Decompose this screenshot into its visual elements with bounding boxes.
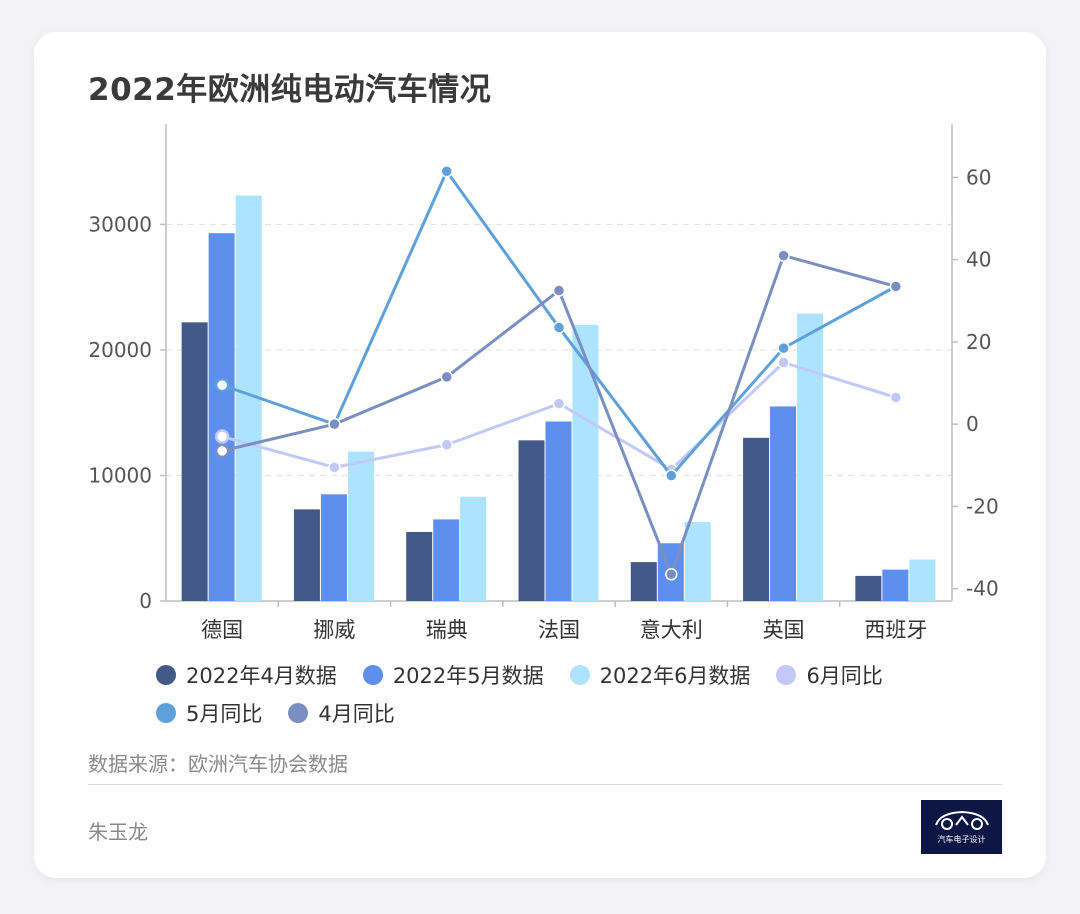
line-point — [889, 280, 903, 293]
category-label: 法国 — [538, 618, 580, 642]
line-point — [328, 461, 341, 474]
bar — [208, 233, 235, 602]
bar — [882, 569, 909, 601]
line-point — [440, 370, 453, 384]
legend-item[interactable]: 6月同比 — [776, 660, 883, 690]
bar — [320, 494, 347, 601]
legend-swatch — [569, 665, 590, 685]
left-tick-label: 0 — [139, 589, 152, 613]
legend-label: 4月同比 — [318, 702, 395, 726]
bar — [293, 509, 320, 601]
bar — [347, 451, 374, 601]
legend-swatch — [776, 665, 797, 685]
line-point — [777, 356, 790, 369]
bar — [433, 519, 460, 601]
legend-label: 6月同比 — [806, 664, 883, 688]
bar — [181, 322, 208, 601]
right-tick-label: 40 — [966, 248, 991, 272]
author: 朱玉龙 — [88, 820, 148, 844]
bar — [909, 559, 936, 601]
line-point — [889, 391, 903, 404]
line-point — [777, 249, 790, 262]
right-tick-label: 60 — [966, 165, 991, 189]
legend: 2022年4月数据 2022年5月数据 2022年6月数据 6月同比 5月同比 4月同比 — [156, 660, 1016, 728]
bar — [518, 440, 545, 601]
legend-swatch — [362, 665, 383, 685]
line-point — [440, 165, 453, 178]
left-tick-label: 20000 — [88, 338, 152, 362]
bar — [743, 437, 770, 601]
right-tick-label: 20 — [966, 330, 991, 354]
divider — [88, 784, 1002, 785]
legend-label: 5月同比 — [186, 702, 263, 726]
combo-chart: 0 10000 20000 30000 -40 -20 0 20 40 60 德国 挪威 瑞典 法国 意大利… — [88, 124, 999, 642]
data-source: 数据来源：欧洲汽车协会数据 — [88, 752, 348, 776]
bar — [855, 575, 882, 601]
line-point — [552, 321, 566, 334]
legend-item[interactable]: 2022年6月数据 — [569, 660, 751, 690]
legend-label: 2022年4月数据 — [186, 664, 337, 688]
legend-label: 2022年6月数据 — [599, 664, 751, 688]
legend-item[interactable]: 4月同比 — [288, 698, 395, 728]
legend-item[interactable]: 2022年5月数据 — [362, 660, 544, 690]
legend-item[interactable]: 2022年4月数据 — [156, 660, 337, 690]
line-point — [552, 397, 566, 410]
brand-logo: 汽车电子设计 — [921, 800, 1002, 854]
category-label: 意大利 — [640, 618, 703, 642]
bar — [545, 421, 572, 601]
bar — [684, 521, 711, 601]
bar — [572, 324, 599, 601]
line-point — [440, 438, 453, 451]
left-tick-label: 30000 — [88, 212, 152, 236]
bar — [797, 313, 824, 601]
category-label: 德国 — [201, 618, 243, 642]
category-label: 西班牙 — [864, 618, 927, 642]
category-label: 瑞典 — [426, 618, 468, 642]
category-label: 英国 — [763, 618, 805, 642]
line-point — [665, 469, 678, 482]
line-point — [214, 429, 230, 444]
bar — [460, 496, 487, 601]
right-tick-label: -40 — [966, 577, 999, 601]
category-label: 挪威 — [313, 618, 355, 642]
line-point — [328, 417, 341, 431]
bar — [406, 531, 433, 601]
right-tick-label: -20 — [966, 494, 999, 518]
legend-item[interactable]: 5月同比 — [156, 698, 262, 728]
legend-swatch — [156, 703, 176, 723]
line-point — [214, 377, 230, 393]
right-tick-label: 0 — [966, 412, 979, 436]
logo-text: 汽车电子设计 — [937, 835, 986, 844]
line-point — [665, 568, 678, 581]
bar — [770, 406, 797, 601]
legend-swatch — [288, 703, 309, 723]
chart-title: 2022年欧洲纯电动汽车情况 — [88, 72, 492, 108]
chart-card: 2022年欧洲纯电动汽车情况 0 10000 20000 30000 -40 -20 0 20… — [34, 32, 1046, 878]
left-tick-label: 10000 — [88, 463, 152, 487]
car-icon — [934, 810, 989, 830]
legend-label: 2022年5月数据 — [392, 664, 544, 688]
legend-swatch — [156, 665, 176, 685]
bar — [630, 562, 657, 601]
line-point — [552, 284, 566, 297]
line-point — [777, 341, 790, 355]
line-point — [214, 443, 230, 459]
